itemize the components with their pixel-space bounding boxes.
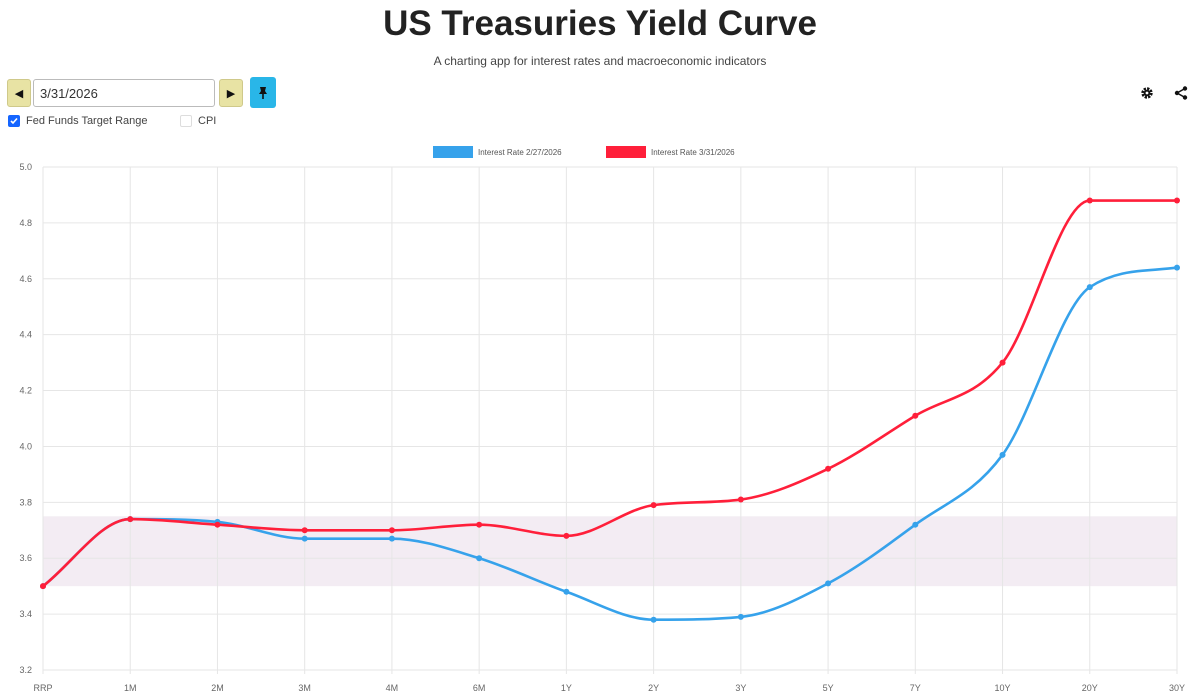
legend-label-1: Interest Rate 2/27/2026 (478, 148, 562, 157)
y-tick-label: 4.2 (19, 386, 32, 396)
cpi-option[interactable]: CPI (180, 113, 216, 129)
x-tick-label: 5Y (823, 683, 834, 693)
x-tick-label: 3M (298, 683, 311, 693)
x-tick-label: 1Y (561, 683, 572, 693)
x-tick-label: 30Y (1169, 683, 1185, 693)
series-2-point (476, 521, 483, 528)
series-1-point (563, 588, 570, 595)
caret-left-icon: ◀ (14, 87, 24, 100)
y-tick-label: 3.4 (19, 609, 32, 619)
pin-button[interactable] (250, 77, 276, 108)
x-tick-label: 4M (386, 683, 399, 693)
series-2-point (912, 412, 919, 419)
fed-funds-checkbox[interactable] (8, 115, 20, 127)
x-tick-label: RRP (33, 683, 52, 693)
x-tick-label: 6M (473, 683, 486, 693)
legend-swatch-1 (433, 146, 473, 158)
y-tick-label: 4.4 (19, 330, 32, 340)
date-input[interactable] (33, 79, 215, 107)
y-tick-label: 4.8 (19, 218, 32, 228)
series-2-point (825, 465, 832, 472)
series-1-point (476, 555, 483, 562)
series-1-point (650, 616, 657, 623)
x-tick-label: 2Y (648, 683, 659, 693)
y-tick-label: 5.0 (19, 162, 32, 172)
prev-date-button[interactable]: ◀ (7, 79, 31, 107)
y-tick-label: 3.8 (19, 497, 32, 507)
series-1-point (737, 613, 744, 620)
y-tick-label: 3.6 (19, 553, 32, 563)
y-tick-label: 4.6 (19, 274, 32, 284)
fed-funds-option[interactable]: Fed Funds Target Range (8, 113, 147, 129)
x-tick-label: 1M (124, 683, 137, 693)
series-2-point (301, 527, 308, 534)
cpi-checkbox[interactable] (180, 115, 192, 127)
series-2-point (650, 502, 657, 509)
next-date-button[interactable]: ▶ (219, 79, 243, 107)
fed-funds-label: Fed Funds Target Range (26, 115, 148, 127)
share-button[interactable] (1170, 82, 1192, 104)
legend-swatch-2 (606, 146, 646, 158)
share-icon (1174, 86, 1188, 100)
series-line-1 (42, 266, 1178, 622)
fed-funds-band (43, 516, 1177, 587)
series-2-point (563, 532, 570, 539)
series-2-point (1086, 197, 1093, 204)
gear-icon (1141, 87, 1153, 99)
series-1-point (999, 451, 1006, 458)
x-tick-label: 7Y (910, 683, 921, 693)
caret-right-icon: ▶ (226, 87, 236, 100)
x-tick-label: 2M (211, 683, 224, 693)
series-1-point (1086, 284, 1093, 291)
series-1-point (912, 521, 919, 528)
cpi-label: CPI (198, 115, 217, 127)
x-tick-label: 10Y (995, 683, 1011, 693)
series-1-point (1174, 264, 1180, 271)
series-2-point (127, 516, 134, 523)
series-2-point (40, 583, 46, 590)
series-2-point (999, 359, 1006, 366)
x-tick-label: 3Y (735, 683, 746, 693)
series-1-point (388, 535, 395, 542)
series-2-point (1174, 197, 1180, 204)
series-2-point (214, 521, 221, 528)
y-tick-label: 4.0 (19, 441, 32, 451)
yield-curve-chart: 3.2 3.4 3.6 3.8 4.0 4.2 4.4 4.6 4.8 5.0 RRP 1M 2M 3M 4… (19, 146, 1185, 693)
page-subtitle: A charting app for interest rates and ma… (433, 54, 767, 68)
series-2-point (388, 527, 395, 534)
series-line-2 (42, 199, 1177, 588)
legend-label-2: Interest Rate 3/31/2026 (651, 148, 735, 157)
series-1-point (301, 535, 308, 542)
series-1-point (825, 580, 832, 587)
page-title: US Treasuries Yield Curve (383, 4, 817, 43)
x-tick-label: 20Y (1082, 683, 1098, 693)
settings-button[interactable] (1136, 82, 1158, 104)
series-2-point (737, 496, 744, 503)
y-tick-label: 3.2 (19, 665, 32, 675)
pin-icon (259, 86, 267, 99)
